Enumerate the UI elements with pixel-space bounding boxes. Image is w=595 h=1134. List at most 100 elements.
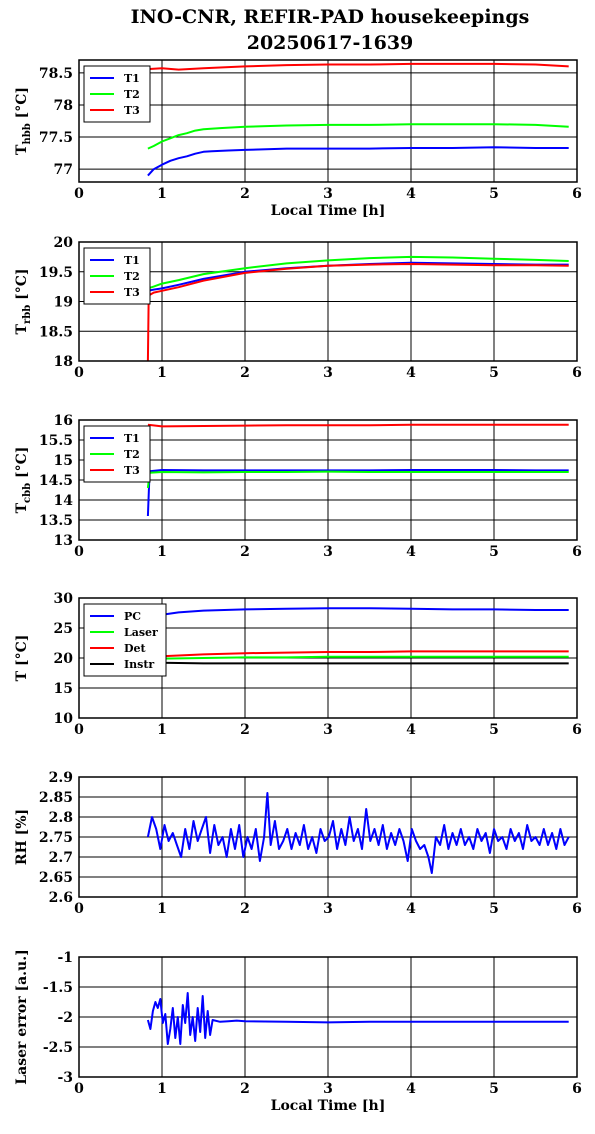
y-tick-label: 77.5 (39, 130, 73, 146)
x-tick-label: 6 (572, 722, 582, 738)
x-tick-label: 4 (406, 365, 416, 381)
y-axis-label: RH [%] (14, 809, 30, 865)
x-tick-label: 6 (572, 1081, 582, 1097)
chart-panel-3: 0 1 2 3 4 5 6 13 13.5 14 14.5 15 15.5 16 Tcbb [°C] T1 T2… (14, 413, 582, 560)
x-tick-label: 2 (240, 722, 250, 738)
x-tick-label: 5 (489, 722, 499, 738)
legend-label: Laser (124, 626, 158, 639)
y-axis-label: Thbb [°C] (14, 87, 33, 155)
x-tick-label: 1 (157, 1081, 167, 1097)
y-tick-label: -2 (57, 1010, 73, 1026)
x-tick-label: 1 (157, 365, 167, 381)
x-tick-label: 4 (406, 901, 416, 917)
y-tick-label: 2.9 (49, 770, 73, 786)
y-tick-label: 30 (54, 591, 74, 607)
series-line-value (146, 792, 570, 874)
series-line-laser (147, 655, 569, 661)
legend-label: T1 (124, 254, 140, 267)
series-line-t1 (146, 469, 569, 517)
x-tick-label: 0 (74, 365, 84, 381)
legend-label: T1 (124, 432, 140, 445)
x-tick-label: 3 (323, 186, 333, 202)
y-tick-label: 19 (54, 295, 73, 311)
y-tick-label: 2.8 (49, 810, 73, 826)
plot-frame (78, 241, 578, 362)
x-tick-label: 4 (406, 722, 416, 738)
y-tick-label: 18 (54, 354, 73, 370)
x-tick-label: 0 (74, 186, 84, 202)
figure-title: INO-CNR, REFIR-PAD housekeepings (131, 6, 530, 28)
y-tick-label: 77 (54, 162, 73, 178)
x-axis-label: Local Time [h] (271, 203, 386, 219)
legend-label: T2 (124, 270, 140, 283)
y-tick-label: 14 (54, 493, 74, 509)
chart-panel-2: 0 1 2 3 4 5 6 18 18.5 19 19.5 20 Trbb [°C] T1 T2 T3 (14, 235, 582, 381)
y-tick-label: -1.5 (43, 980, 73, 996)
y-axis-label: Tcbb [°C] (14, 447, 33, 514)
series-line-t3 (146, 62, 569, 83)
series-line-t2 (147, 255, 569, 290)
y-tick-label: 14.5 (39, 473, 73, 489)
series-line-value (146, 992, 569, 1045)
plot-frame (78, 597, 578, 719)
x-tick-label: 1 (157, 186, 167, 202)
legend-label: T3 (124, 104, 140, 117)
x-tick-label: 4 (406, 544, 416, 560)
series-line-t1 (147, 261, 569, 292)
x-tick-label: 3 (323, 722, 333, 738)
x-tick-label: 5 (489, 1081, 499, 1097)
x-tick-label: 2 (240, 544, 250, 560)
x-tick-label: 3 (323, 365, 333, 381)
series-line-pc (147, 607, 569, 622)
x-tick-label: 6 (572, 544, 582, 560)
x-tick-label: 5 (489, 186, 499, 202)
x-tick-label: 2 (240, 186, 250, 202)
y-tick-label: 16 (54, 413, 73, 429)
legend-label: T1 (124, 72, 140, 85)
x-tick-label: 5 (489, 901, 499, 917)
legend: T1 T2 T3 (83, 247, 151, 305)
y-tick-label: 15.5 (39, 433, 73, 449)
plot-frame (78, 59, 578, 183)
y-tick-label: 78 (54, 98, 73, 114)
x-tick-label: 0 (74, 1081, 84, 1097)
series-line-instr (147, 661, 569, 665)
x-tick-label: 4 (406, 1081, 416, 1097)
x-tick-label: 5 (489, 544, 499, 560)
x-tick-label: 6 (572, 365, 582, 381)
y-tick-label: 2.6 (49, 890, 73, 906)
x-tick-label: 1 (157, 722, 167, 738)
legend-label: T3 (124, 286, 140, 299)
chart-panel-5: 0 1 2 3 4 5 6 2.6 2.65 2.7 2.75 2.8 2.85 2.9 RH [%] (14, 770, 582, 917)
y-tick-label: 20 (54, 235, 74, 251)
plot-frame (78, 419, 578, 541)
chart-panel-1: 0 1 2 3 4 5 6 77 77.5 78 78.5 Thbb [°C] Local Time [… (14, 59, 582, 219)
legend-label: T2 (124, 448, 140, 461)
y-tick-label: 18.5 (39, 324, 73, 340)
legend-label: PC (124, 610, 141, 623)
y-tick-label: 19.5 (39, 265, 73, 281)
y-tick-label: -2.5 (43, 1040, 73, 1056)
y-tick-label: -3 (57, 1070, 73, 1086)
y-tick-label: 10 (54, 711, 74, 727)
y-tick-label: 15 (54, 453, 73, 469)
x-tick-label: 6 (572, 901, 582, 917)
x-tick-label: 4 (406, 186, 416, 202)
y-tick-label: 20 (54, 651, 74, 667)
series-line-t3 (146, 263, 569, 361)
legend-label: T2 (124, 88, 140, 101)
series-line-t1 (147, 146, 569, 177)
x-tick-label: 3 (323, 901, 333, 917)
y-tick-label: 2.75 (39, 830, 73, 846)
x-tick-label: 0 (74, 544, 84, 560)
x-tick-label: 2 (240, 901, 250, 917)
legend: T1 T2 T3 (83, 65, 151, 123)
series-line-t2 (147, 123, 569, 150)
x-tick-label: 0 (74, 722, 84, 738)
chart-panel-4: 0 1 2 3 4 5 6 10 15 20 25 30 T [°C] PC Laser Det Instr (14, 591, 582, 738)
series-line-t2 (146, 470, 569, 489)
series-line-t3 (147, 423, 569, 428)
x-axis-label: Local Time [h] (271, 1098, 386, 1114)
y-tick-label: 13.5 (39, 513, 73, 529)
